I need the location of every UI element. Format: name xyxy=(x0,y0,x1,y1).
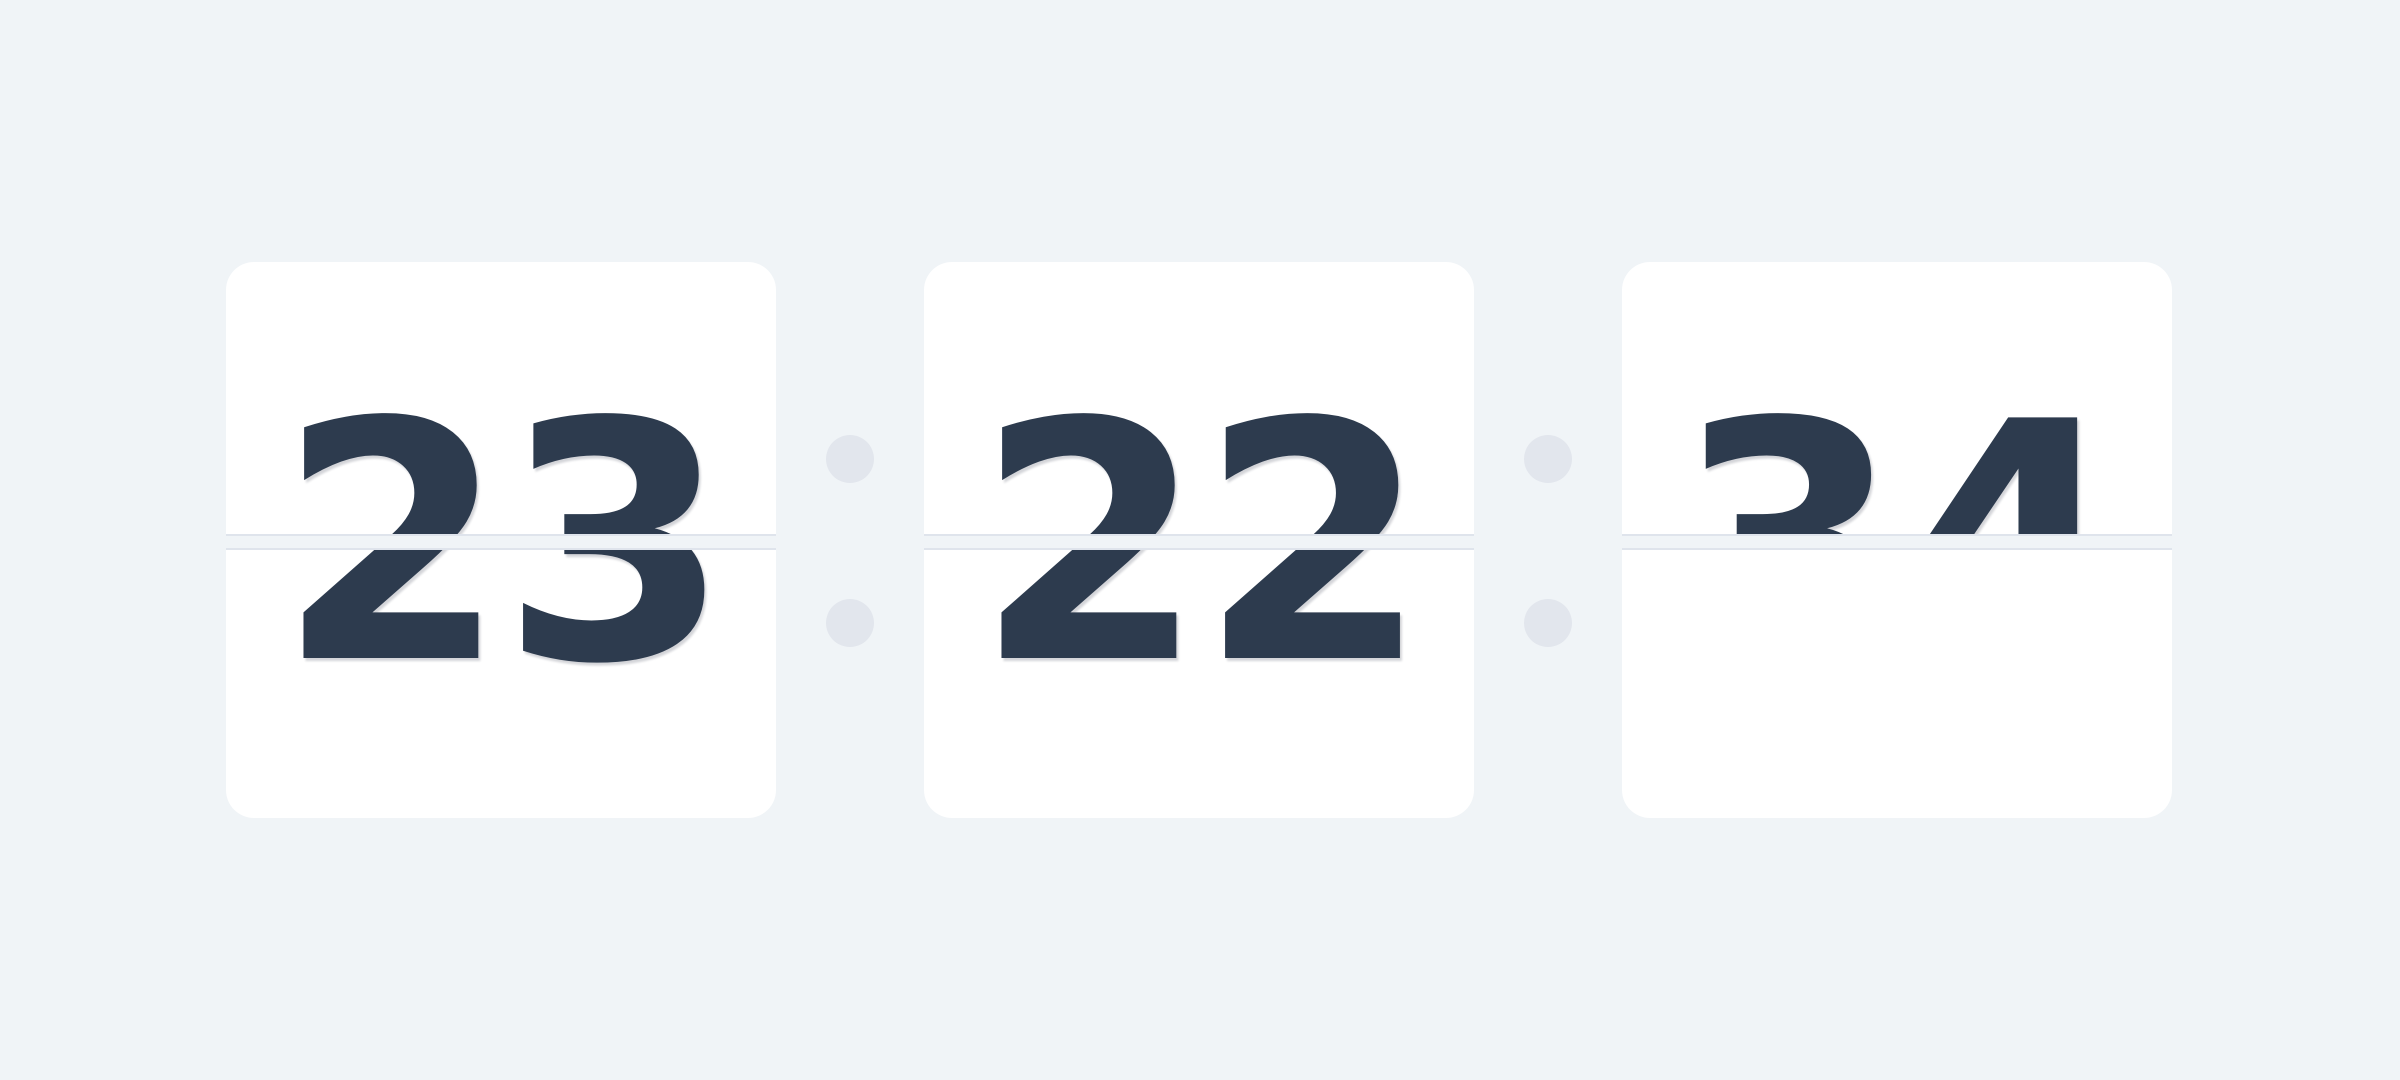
colon-dot-top xyxy=(826,435,874,483)
hours-split-line xyxy=(226,534,776,550)
seconds-split-line xyxy=(1622,534,2172,550)
minutes-split-line xyxy=(924,534,1474,550)
seconds-flip-flap xyxy=(1622,544,2172,781)
colon-dot-bottom xyxy=(826,599,874,647)
colon-dot-top xyxy=(1524,435,1572,483)
colon-dot-bottom xyxy=(1524,599,1572,647)
